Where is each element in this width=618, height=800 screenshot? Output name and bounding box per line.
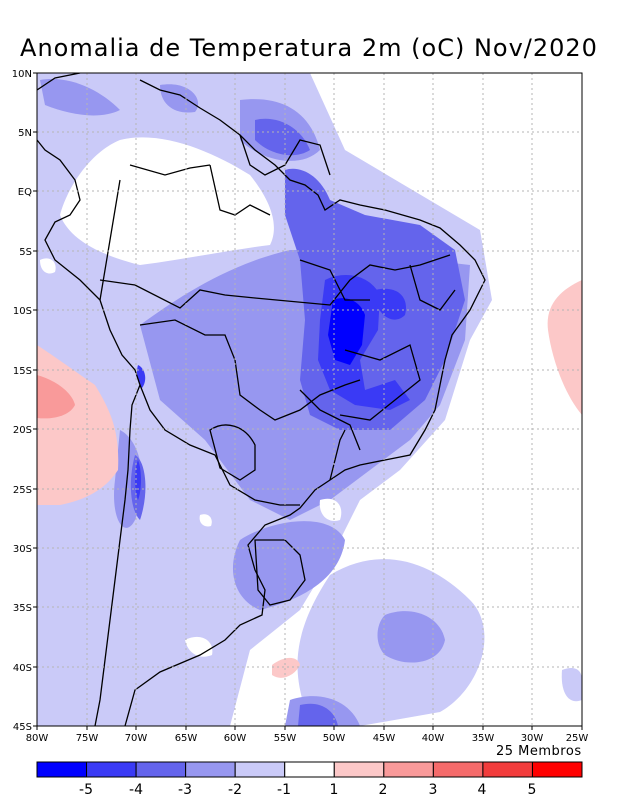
colorbar-labels: -5 -4 -3 -2 -1 1 2 3 4 5 — [79, 782, 536, 798]
lat-label: 40S — [13, 663, 32, 674]
colorbar-label: -1 — [277, 782, 291, 798]
lon-label: 25W — [566, 733, 589, 744]
lon-label: 65W — [175, 733, 198, 744]
lon-label: 50W — [323, 733, 346, 744]
colorbar-swatch — [185, 761, 236, 778]
lat-label: 15S — [13, 366, 32, 377]
colorbar-label: 4 — [478, 782, 487, 798]
colorbar-swatch — [86, 761, 137, 778]
lat-labels: 10N 5N EQ 5S 10S 15S 20S 25S 30S 35S 40S… — [12, 69, 32, 733]
map-title: Anomalia de Temperatura 2m (oC) Nov/2020 — [20, 34, 598, 62]
colorbar — [36, 761, 583, 778]
colorbar-swatch — [36, 761, 88, 778]
lon-label: 40W — [422, 733, 445, 744]
lon-label: 45W — [373, 733, 396, 744]
white-patches — [40, 137, 342, 699]
colorbar-label: -5 — [79, 782, 93, 798]
colorbar-swatch — [284, 761, 335, 778]
colorbar-swatch — [234, 761, 286, 778]
colorbar-swatch — [432, 761, 484, 778]
lat-label: 10N — [12, 69, 32, 80]
colorbar-swatch — [135, 761, 187, 778]
colorbar-swatch — [482, 761, 533, 778]
lat-label: 30S — [13, 544, 32, 555]
colorbar-swatch — [531, 761, 583, 778]
tick-marks — [33, 72, 583, 730]
colorbar-label: -4 — [129, 782, 143, 798]
anomaly-layer-pos2 — [37, 375, 75, 419]
lon-label: 80W — [26, 733, 49, 744]
lat-label: 20S — [13, 425, 32, 436]
lat-label: 5S — [19, 247, 32, 258]
lat-label: 25S — [13, 485, 32, 496]
lon-label: 30W — [521, 733, 544, 744]
lon-labels: 80W 75W 70W 65W 60W 55W 50W 45W 40W 35W … — [26, 733, 589, 744]
graticule — [37, 73, 582, 726]
colorbar-label: 2 — [379, 782, 388, 798]
lon-label: 60W — [224, 733, 247, 744]
colorbar-label: 3 — [429, 782, 438, 798]
colorbar-label: -3 — [178, 782, 192, 798]
lon-label: 75W — [76, 733, 99, 744]
lon-label: 70W — [125, 733, 148, 744]
colorbar-swatch — [383, 761, 434, 778]
ensemble-members-note: 25 Membros — [496, 744, 582, 759]
lat-label: 10S — [13, 306, 32, 317]
lon-label: 55W — [274, 733, 297, 744]
map-frame — [36, 72, 583, 727]
lon-label: 35W — [472, 733, 495, 744]
colorbar-label: -2 — [228, 782, 242, 798]
colorbar-swatch — [333, 761, 385, 778]
lat-label: EQ — [18, 187, 32, 198]
lat-label: 35S — [13, 603, 32, 614]
colorbar-label: 5 — [528, 782, 537, 798]
lat-label: 45S — [13, 722, 32, 733]
anomaly-layer-neg5 — [328, 298, 365, 365]
country-borders — [37, 73, 486, 726]
lat-label: 5N — [18, 128, 32, 139]
colorbar-label: 1 — [330, 782, 339, 798]
